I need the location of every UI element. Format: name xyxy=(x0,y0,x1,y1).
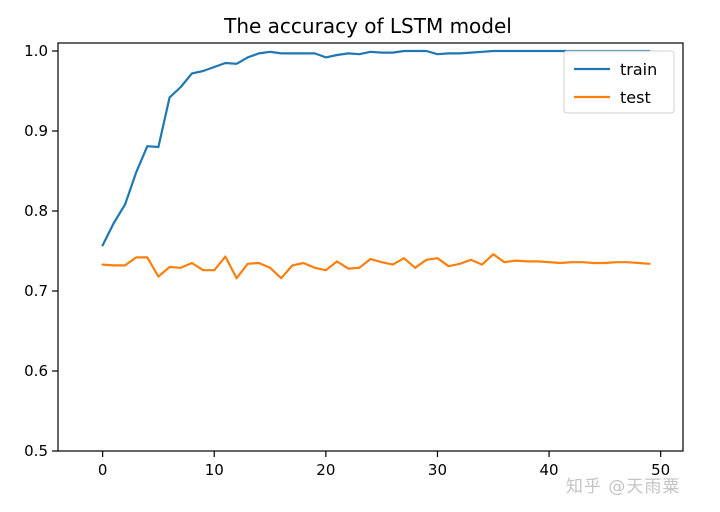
y-tick-label: 1.0 xyxy=(24,42,48,60)
series-line-train xyxy=(101,49,651,247)
legend-label-train: train xyxy=(620,60,657,79)
legend: train test xyxy=(563,50,675,114)
x-tick-label: 40 xyxy=(540,461,559,479)
legend-label-test: test xyxy=(620,88,651,107)
y-tick-label: 0.5 xyxy=(24,442,48,460)
x-tick-label: 50 xyxy=(651,461,670,479)
series-line-test xyxy=(101,253,651,280)
legend-box xyxy=(563,50,675,114)
axes-layer: 0 10 20 30 40 50 0.5 0.6 0.7 0.8 0.9 1.0 xyxy=(24,42,684,479)
y-tick-label: 0.7 xyxy=(24,282,48,300)
x-tick-label: 0 xyxy=(98,461,108,479)
x-tick-label: 30 xyxy=(428,461,447,479)
x-tick-label: 20 xyxy=(316,461,335,479)
chart-title: The accuracy of LSTM model xyxy=(223,14,512,38)
series-layer xyxy=(101,49,651,280)
y-tick-label: 0.9 xyxy=(24,122,48,140)
y-tick-label: 0.6 xyxy=(24,362,48,380)
axes-frame xyxy=(57,42,684,452)
watermark: 知乎 @天雨粟 xyxy=(566,477,681,497)
x-tick-label: 10 xyxy=(205,461,224,479)
y-tick-label: 0.8 xyxy=(24,202,48,220)
